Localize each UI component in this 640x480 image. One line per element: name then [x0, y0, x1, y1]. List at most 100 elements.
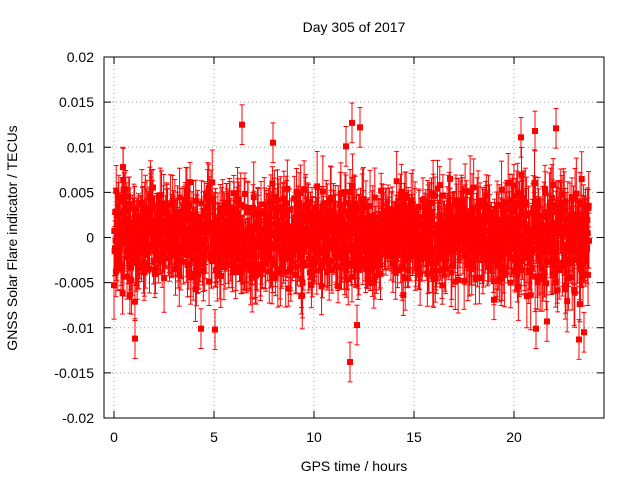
point-marker	[178, 250, 185, 257]
point-marker	[119, 239, 126, 246]
data-points	[111, 102, 592, 383]
point-marker	[237, 201, 244, 208]
point-marker	[130, 205, 137, 212]
point-marker	[223, 200, 230, 207]
point-marker	[194, 261, 201, 268]
point-marker	[241, 264, 248, 271]
point-marker	[238, 256, 245, 263]
point-marker	[131, 298, 138, 305]
point-marker	[144, 249, 151, 256]
point-marker	[130, 236, 137, 243]
point-marker	[111, 245, 118, 252]
point-marker	[278, 262, 285, 269]
point-marker	[159, 258, 166, 265]
point-marker	[247, 251, 254, 258]
point-marker	[273, 242, 280, 249]
point-marker	[172, 266, 179, 273]
point-marker	[194, 213, 201, 220]
point-marker	[272, 275, 279, 282]
point-marker	[250, 204, 257, 211]
chart-title: Day 305 of 2017	[303, 19, 406, 35]
point-marker	[269, 180, 276, 187]
point-marker	[119, 290, 126, 297]
point-marker	[126, 200, 133, 207]
point-marker	[135, 265, 142, 272]
point-marker	[236, 218, 243, 225]
point-marker	[235, 212, 242, 219]
point-marker	[171, 243, 178, 250]
point-marker	[141, 210, 148, 217]
point-marker	[111, 282, 117, 289]
point-marker	[118, 265, 125, 272]
point-marker	[124, 247, 131, 254]
point-marker	[180, 221, 187, 228]
point-marker	[260, 247, 267, 254]
point-marker	[261, 210, 268, 217]
point-marker	[167, 201, 174, 208]
point-marker	[229, 261, 236, 268]
point-marker	[208, 255, 215, 262]
point-marker	[176, 271, 183, 278]
point-marker	[176, 208, 183, 215]
point-marker	[241, 190, 248, 197]
point-marker	[181, 234, 188, 241]
point-marker	[184, 262, 191, 269]
point-marker	[152, 266, 159, 273]
point-marker	[218, 247, 225, 254]
point-marker	[121, 233, 128, 240]
point-marker	[206, 278, 213, 285]
point-marker	[241, 203, 248, 210]
point-marker	[120, 273, 127, 280]
point-marker	[219, 213, 226, 220]
point-marker	[235, 243, 242, 250]
point-marker	[257, 226, 264, 233]
point-marker	[277, 267, 284, 274]
point-marker	[200, 268, 207, 275]
point-marker	[207, 195, 214, 202]
point-marker	[187, 179, 194, 186]
point-marker	[133, 256, 140, 263]
point-marker	[113, 188, 120, 195]
point-marker	[157, 192, 164, 199]
point-marker	[192, 197, 199, 204]
point-marker	[149, 184, 156, 191]
point-marker	[183, 191, 190, 198]
point-marker	[165, 218, 172, 225]
point-marker	[142, 262, 149, 269]
point-marker	[122, 186, 129, 193]
point-marker	[141, 269, 148, 276]
point-marker	[232, 269, 239, 276]
point-marker	[138, 248, 145, 255]
point-marker	[239, 230, 246, 237]
point-marker	[263, 222, 270, 229]
point-marker	[182, 197, 189, 204]
point-marker	[125, 193, 132, 200]
point-marker	[145, 214, 152, 221]
point-marker	[146, 265, 153, 272]
point-marker	[188, 270, 195, 277]
point-marker	[192, 286, 199, 293]
point-marker	[118, 235, 125, 242]
point-marker	[203, 244, 210, 251]
point-marker	[151, 270, 158, 277]
point-marker	[258, 209, 265, 216]
point-marker	[181, 205, 188, 212]
point-marker	[193, 267, 200, 274]
point-marker	[183, 251, 190, 258]
point-marker	[149, 229, 156, 236]
point-marker	[190, 274, 197, 281]
point-marker	[226, 206, 233, 213]
point-marker	[170, 213, 177, 220]
point-marker	[199, 240, 206, 247]
point-marker	[139, 217, 146, 224]
point-marker	[246, 262, 253, 269]
point-marker	[224, 224, 231, 231]
point-marker	[221, 210, 228, 217]
point-marker	[198, 200, 205, 207]
point-marker	[250, 236, 257, 243]
point-marker	[186, 202, 193, 209]
point-marker	[209, 179, 216, 186]
point-marker	[271, 194, 278, 201]
point-marker	[220, 264, 227, 271]
